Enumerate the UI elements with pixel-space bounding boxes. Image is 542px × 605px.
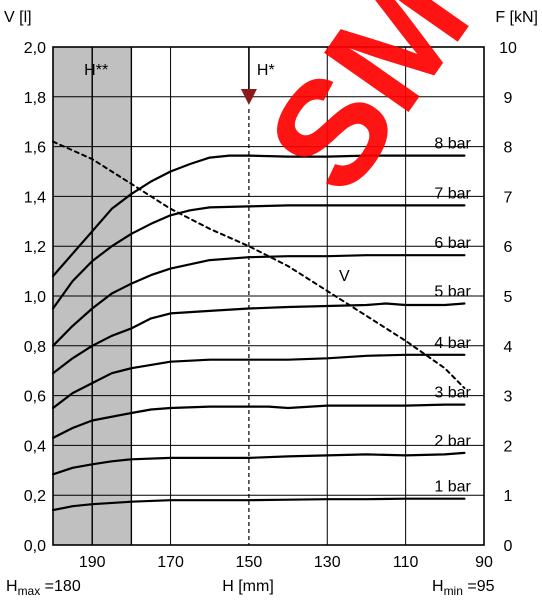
series-line-3-bar [51,403,466,439]
series-label-8-bar: 8 bar [434,136,471,153]
y-left-tick-label: 1,8 [24,90,46,107]
y-right-tick-label: 2 [504,438,513,455]
y-left-tick-label: 1,2 [24,239,46,256]
y-right-tick-label: 6 [504,239,513,256]
series-line-8-bar [51,154,466,278]
series-line-4-bar [51,353,466,410]
y-left-tick-label: 1,4 [24,189,46,206]
y-right-tick-label: 10 [499,40,517,57]
series-label-4-bar: 4 bar [434,335,471,352]
x-tick-label: 110 [393,554,419,571]
hmin-prefix: H [432,578,444,595]
x-axis-title: H [mm] [222,578,274,595]
hmax-value: =180 [40,578,81,595]
hmax-label: Hmax =180 [6,578,81,598]
y-right-tick-label: 7 [504,189,513,206]
hmin-value: =95 [463,578,495,595]
x-tick-label: 130 [314,554,341,571]
series-layer [51,140,466,512]
series-line-1-bar [51,497,466,512]
y-left-tick-label: 0,6 [24,389,46,406]
labels-layer: 1 bar 2 bar 3 bar 4 bar 5 bar 6 bar 7 bar 8 bar… [339,136,472,496]
shaded-region-label: H** [84,62,108,79]
h-star-label: H* [257,62,275,79]
vertical-lines-layer [91,47,257,545]
hmin-label: Hmin =95 [432,578,495,598]
y-right-tick-label: 5 [504,289,513,306]
series-label-7-bar: 7 bar [434,185,471,202]
series-line-2-bar [51,451,466,476]
series-line-5-bar [51,302,466,375]
x-tick-label: 170 [157,554,184,571]
y-left-tick-label: 1,0 [24,289,46,306]
plot-frame [52,46,485,546]
hmin-sub: min [444,584,463,598]
y-left-tick-label: 0,2 [24,488,46,505]
y-left-tick-label: 1,6 [24,140,46,157]
y-right-tick-label: 3 [504,389,513,406]
y-right-tick-label: 8 [504,140,513,157]
y-right-tick-label: 9 [504,90,513,107]
y-left-tick-label: 0,4 [24,438,46,455]
series-label-2-bar: 2 bar [434,433,471,450]
y-right-tick-label: 1 [504,488,513,505]
y-right-tick-label: 0 [504,538,513,555]
series-line-v [52,140,466,390]
y-left-tick-label: 0,8 [24,339,46,356]
y-left-axis-title: V [l] [4,9,32,26]
series-line-7-bar [51,204,466,310]
y-left-tick-label: 0,0 [24,538,46,555]
annotation-layer: H** H* [84,62,275,79]
x-tick-label: 90 [475,554,493,571]
y-right-axis-title: F [kN] [495,9,538,26]
y-right-tick-label: 4 [504,339,513,356]
h-star-arrow-head [240,89,257,105]
series-label-3-bar: 3 bar [434,385,471,402]
series-label-v: V [339,268,350,285]
x-tick-label: 190 [79,554,106,571]
series-line-6-bar [51,254,466,347]
x-tick-label: 150 [236,554,263,571]
hmax-prefix: H [6,578,18,595]
series-label-5-bar: 5 bar [434,283,471,300]
series-label-1-bar: 1 bar [434,479,471,496]
ticks-layer: 0,0 0,2 0,4 0,6 0,8 1,0 1,2 1,4 1,6 1,8 2,0 0 1 2 3 4 5 6… [24,40,517,571]
hmax-sub: max [18,584,41,598]
frame-layer [52,46,485,546]
series-label-6-bar: 6 bar [434,235,471,252]
y-left-tick-label: 2,0 [24,40,46,57]
